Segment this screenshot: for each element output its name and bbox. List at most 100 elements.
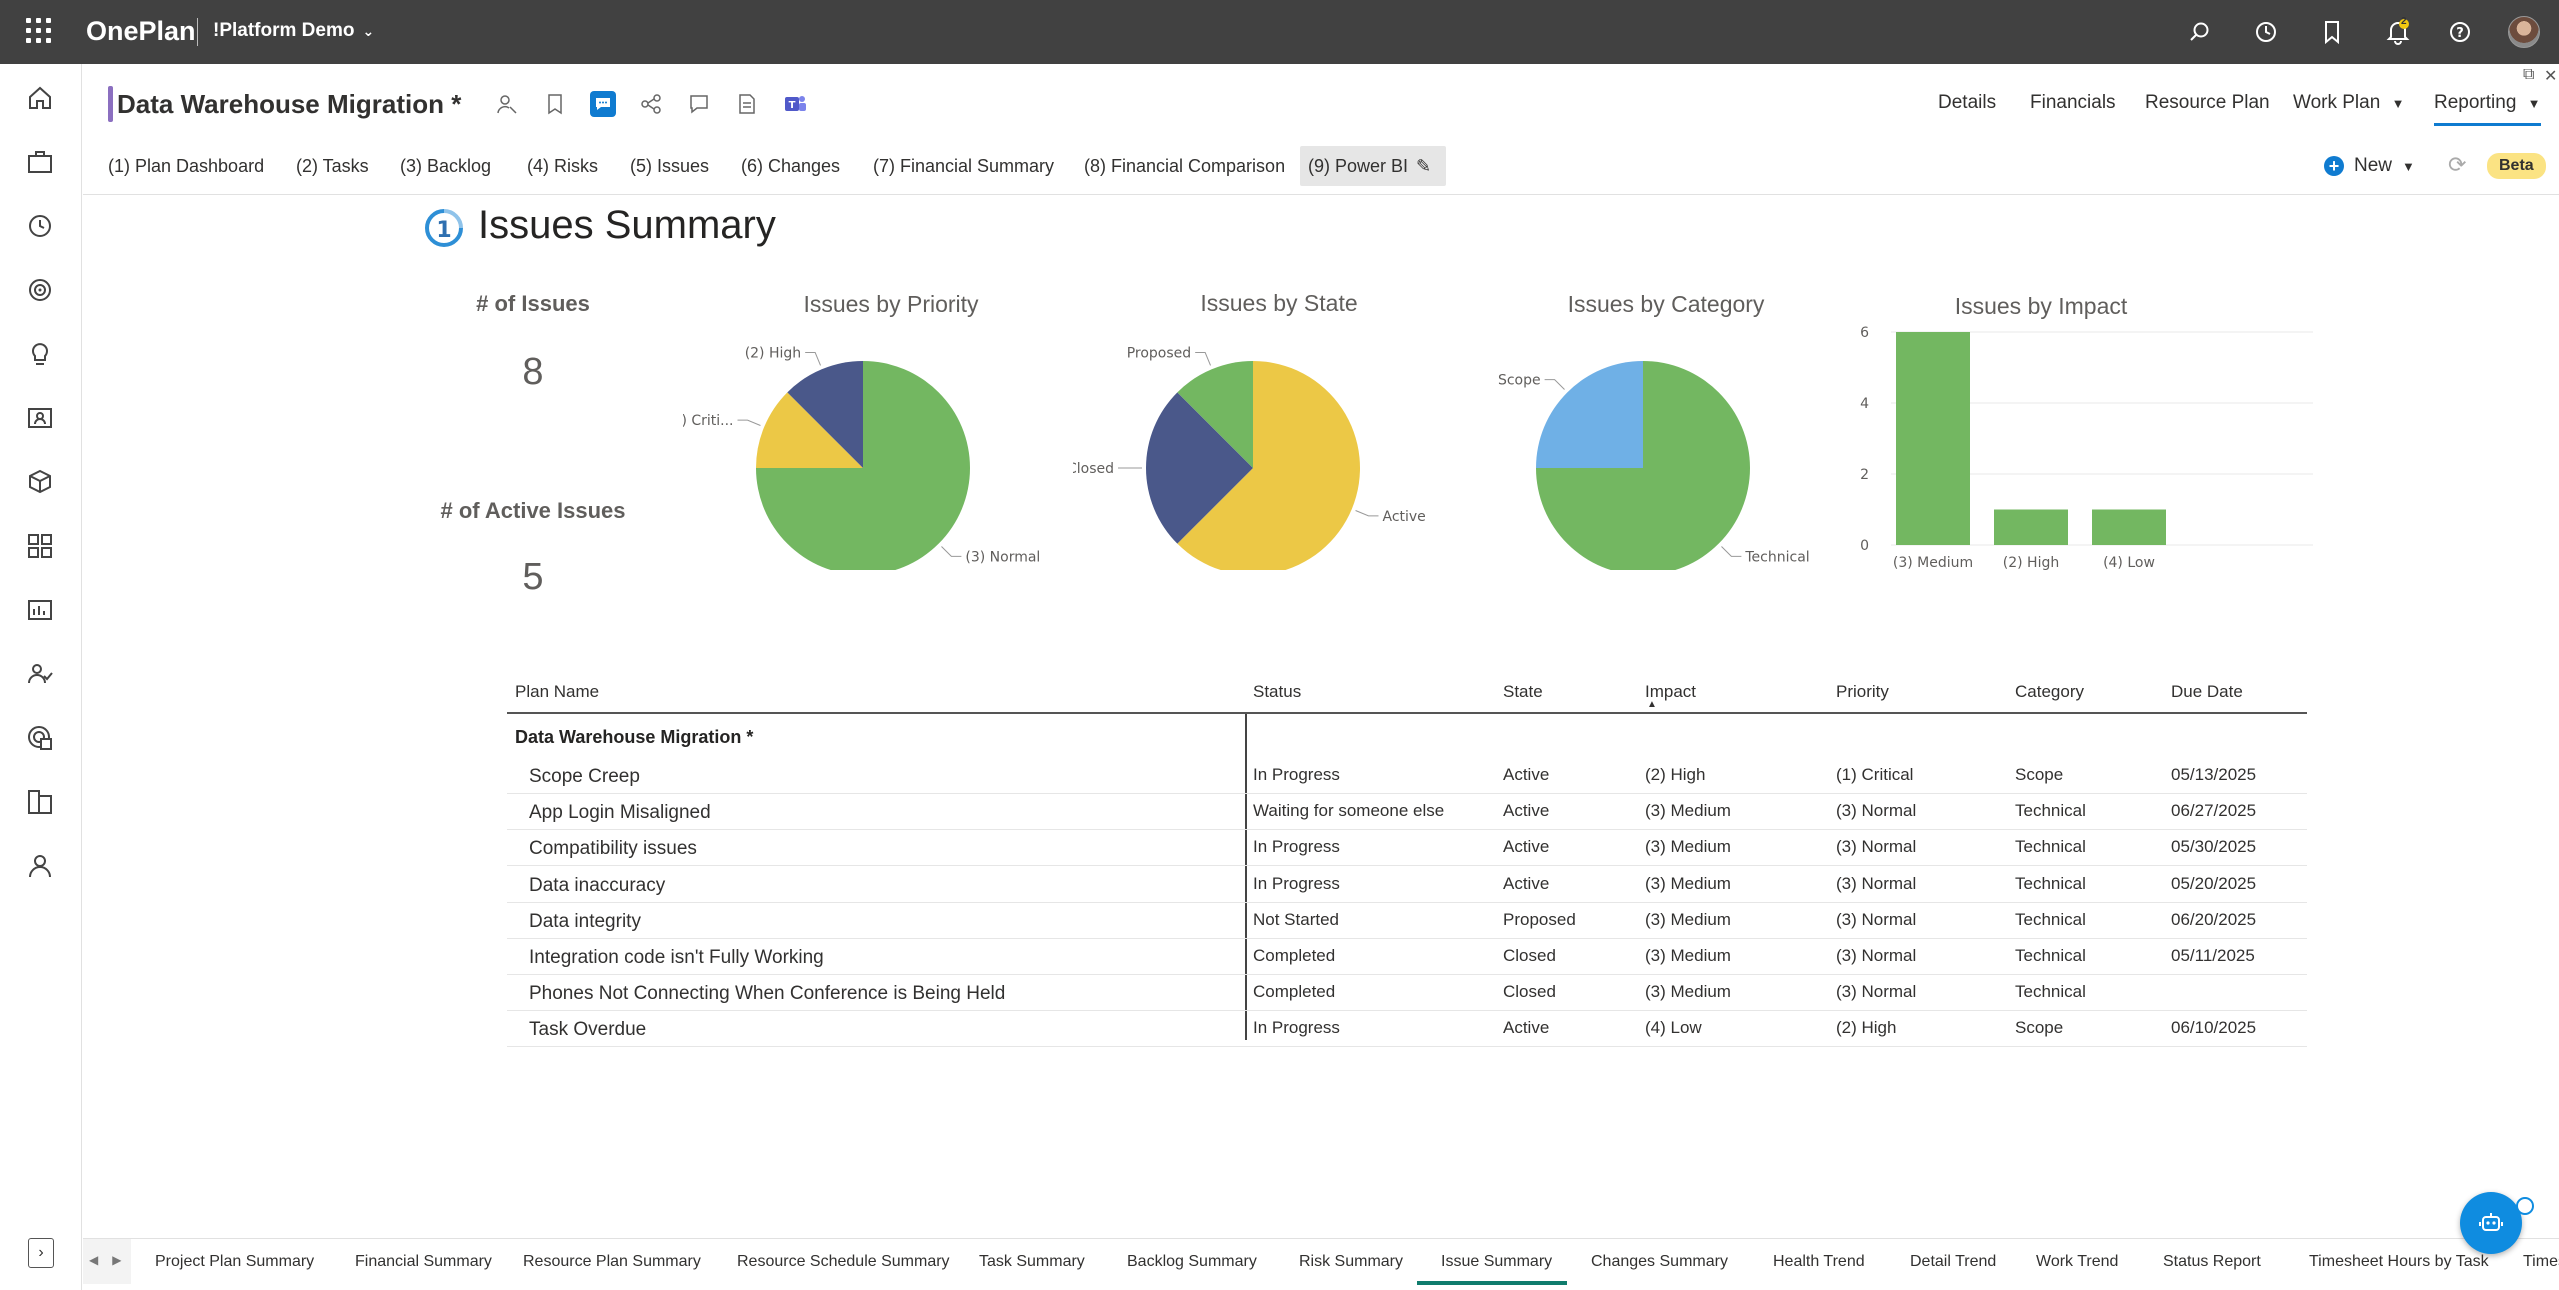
page-tab-risk-summary[interactable]: Risk Summary xyxy=(1275,1239,1429,1285)
assistant-button[interactable] xyxy=(2460,1192,2522,1254)
table-row[interactable]: Integration code isn't Fully Working Comp… xyxy=(507,939,2307,975)
page-tab-work-trend[interactable]: Work Trend xyxy=(2012,1239,2144,1285)
app-launcher-icon[interactable] xyxy=(26,18,52,44)
page-tab-resource-plan-summary[interactable]: Resource Plan Summary xyxy=(499,1239,726,1285)
col-header-category[interactable]: Category xyxy=(2015,682,2084,701)
table-row[interactable]: Task Overdue In Progress Active (4) Low (2) … xyxy=(507,1011,2307,1048)
notifications-icon[interactable]: 2 xyxy=(2382,16,2414,48)
new-button[interactable]: + New ▼ xyxy=(2324,152,2415,180)
cell-state: Closed xyxy=(1503,982,1556,1002)
timesheet-icon[interactable] xyxy=(24,210,56,242)
search-icon[interactable] xyxy=(2184,16,2216,48)
page-tab-changes-summary[interactable]: Changes Summary xyxy=(1567,1239,1753,1285)
tab-details[interactable]: Details xyxy=(1938,92,1997,113)
comments-icon[interactable] xyxy=(590,91,616,117)
chat-icon[interactable] xyxy=(686,91,712,117)
cell-plan-name: Integration code isn't Fully Working xyxy=(529,947,824,968)
team-icon[interactable] xyxy=(24,658,56,690)
active-issues-value: 5 xyxy=(522,556,544,598)
page-tab-financial-summary[interactable]: Financial Summary xyxy=(331,1239,517,1285)
svg-text:T: T xyxy=(789,100,796,111)
subtab-changes[interactable]: (6) Changes xyxy=(741,156,841,176)
power-icon[interactable] xyxy=(2516,1197,2534,1215)
tab-financials[interactable]: Financials xyxy=(2030,92,2116,113)
col-header-state[interactable]: State xyxy=(1503,682,1543,701)
edit-pencil-icon[interactable]: ✎ xyxy=(1416,156,1432,176)
table-row[interactable]: Data integrity Not Started Proposed (3) Med… xyxy=(507,903,2307,939)
page-tab-backlog-summary[interactable]: Backlog Summary xyxy=(1103,1239,1282,1285)
col-header-due-date[interactable]: Due Date xyxy=(2171,682,2243,701)
user-avatar[interactable] xyxy=(2508,16,2540,48)
teams-icon[interactable]: T xyxy=(782,91,808,117)
notification-count: 2 xyxy=(2401,16,2407,27)
page-tab-issue-summary[interactable]: Issue Summary xyxy=(1417,1239,1578,1285)
caret-down-icon: ▼ xyxy=(2391,96,2405,111)
cell-category: Technical xyxy=(2015,837,2086,857)
report-title: Issues Summary xyxy=(478,203,776,247)
target-icon[interactable] xyxy=(24,274,56,306)
brand-name[interactable]: OnePlan xyxy=(86,16,196,46)
page-tab-resource-schedule-summary[interactable]: Resource Schedule Summary xyxy=(713,1239,975,1285)
assign-user-icon[interactable] xyxy=(494,91,520,117)
subtab-plan-dashboard[interactable]: (1) Plan Dashboard xyxy=(108,156,265,176)
oneplan-logo-icon: 1 xyxy=(423,207,465,254)
col-header-status[interactable]: Status xyxy=(1253,682,1302,701)
subtab-issues[interactable]: (5) Issues xyxy=(630,156,710,176)
brand-divider xyxy=(197,18,198,46)
bookmark-icon[interactable] xyxy=(542,91,568,117)
close-icon[interactable]: ✕ xyxy=(2544,68,2558,85)
reports-icon[interactable] xyxy=(24,594,56,626)
subtab-backlog[interactable]: (3) Backlog xyxy=(400,156,492,176)
pie-slice-3-normal xyxy=(756,361,970,570)
help-icon[interactable]: ? xyxy=(2444,16,2476,48)
subtab-power-bi-label: (9) Power BI xyxy=(1308,156,1409,176)
tab-work-plan[interactable]: Work Plan ▼ xyxy=(2293,92,2404,114)
refresh-icon[interactable]: ⟳ xyxy=(2448,152,2467,177)
chart-title-category: Issues by Category xyxy=(1567,291,1765,317)
page-scroll-arrows[interactable]: ◀▶ xyxy=(89,1253,136,1267)
leader-line-1-criti xyxy=(737,419,761,426)
table-row[interactable]: App Login Misaligned Waiting for someone … xyxy=(507,794,2307,831)
col-header-priority[interactable]: Priority xyxy=(1836,682,1889,701)
table-row[interactable]: Data inaccuracy In Progress Active (3) Medi… xyxy=(507,867,2307,903)
profile-icon[interactable] xyxy=(24,850,56,882)
pie-slice-closed xyxy=(1146,392,1253,544)
document-icon[interactable] xyxy=(734,91,760,117)
ideas-icon[interactable] xyxy=(24,338,56,370)
page-tab-detail-trend[interactable]: Detail Trend xyxy=(1886,1239,2022,1285)
col-header-plan-name[interactable]: Plan Name xyxy=(515,682,600,701)
expand-nav-icon[interactable]: › xyxy=(28,1238,54,1268)
subtab-power-bi[interactable]: (9) Power BI ✎ xyxy=(1300,146,1446,186)
table-row[interactable]: Compatibility issues In Progress Active (3)… xyxy=(507,830,2307,867)
history-icon[interactable] xyxy=(2250,16,2282,48)
tab-reporting[interactable]: Reporting ▼ xyxy=(2434,92,2541,126)
subtab-financial-comparison[interactable]: (8) Financial Comparison xyxy=(1084,156,1286,176)
portfolio-icon[interactable] xyxy=(24,146,56,178)
pie-slice-scope xyxy=(1536,361,1643,468)
subtab-risks[interactable]: (4) Risks xyxy=(527,156,598,176)
tab-resource-plan[interactable]: Resource Plan xyxy=(2145,92,2270,113)
subtab-tasks[interactable]: (2) Tasks xyxy=(296,156,369,176)
page-tab-status-report[interactable]: Status Report xyxy=(2139,1239,2286,1285)
page-tab-task-summary[interactable]: Task Summary xyxy=(955,1239,1110,1285)
resources-icon[interactable] xyxy=(24,402,56,434)
popout-icon[interactable]: ⧉ xyxy=(2523,66,2535,83)
pie-slice-2-high xyxy=(787,361,863,468)
dashboard-icon[interactable] xyxy=(24,530,56,562)
home-icon[interactable] xyxy=(24,82,56,114)
table-row[interactable]: Scope Creep In Progress Active (2) High (1) … xyxy=(507,758,2307,794)
page-tab-project-plan-summary[interactable]: Project Plan Summary xyxy=(131,1239,340,1285)
products-icon[interactable] xyxy=(24,466,56,498)
documents-icon[interactable] xyxy=(24,786,56,818)
subtab-financial-summary[interactable]: (7) Financial Summary xyxy=(873,156,1055,176)
page-tab-health-trend[interactable]: Health Trend xyxy=(1749,1239,1890,1285)
analytics-icon[interactable] xyxy=(24,722,56,754)
page-tab-timesh[interactable]: Timesh xyxy=(2499,1239,2559,1285)
workspace-selector[interactable]: !Platform Demo ⌄ xyxy=(213,20,374,42)
left-nav xyxy=(0,64,82,1290)
share-icon[interactable] xyxy=(638,91,664,117)
col-header-impact[interactable]: Impact ▲ xyxy=(1645,682,1696,710)
table-row[interactable]: Phones Not Connecting When Conference is… xyxy=(507,975,2307,1012)
x-tick-label-2-high: (2) High xyxy=(2003,555,2059,571)
bookmark-icon[interactable] xyxy=(2316,16,2348,48)
